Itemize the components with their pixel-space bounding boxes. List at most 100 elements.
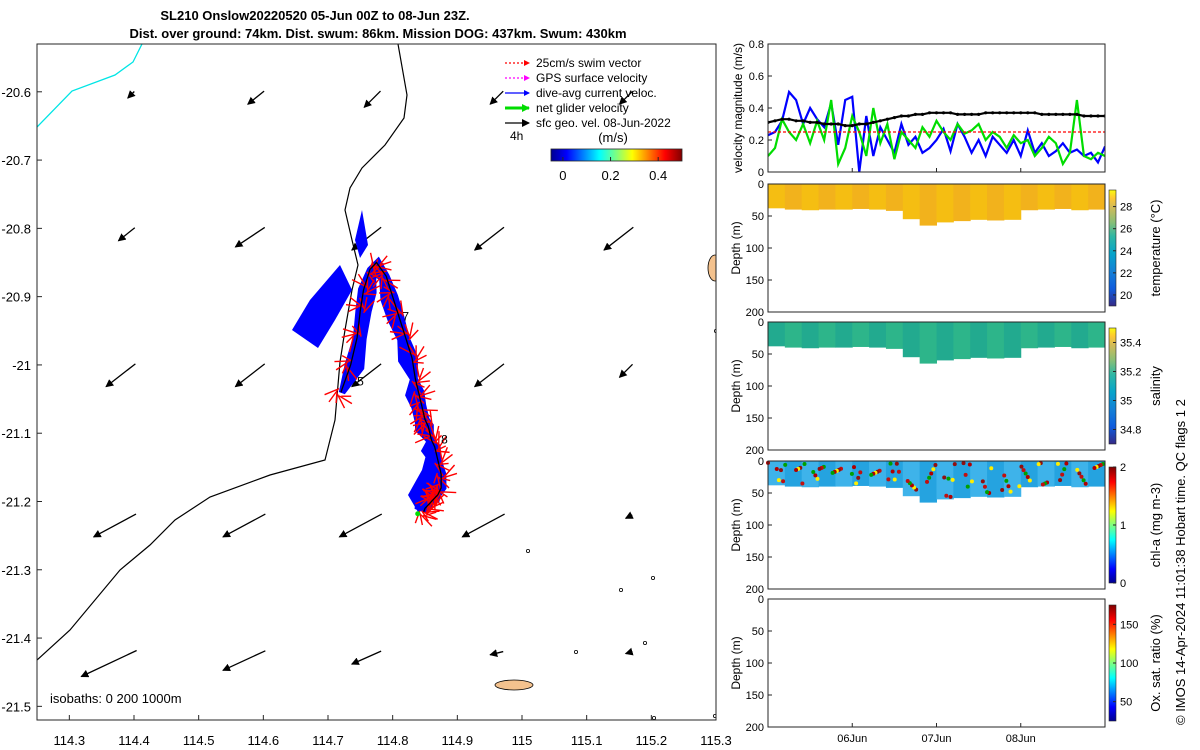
colorbar-tick-label: 2 bbox=[1120, 462, 1126, 474]
swim-vector bbox=[351, 279, 366, 287]
profile-cell bbox=[936, 184, 954, 223]
map-panel: 114.3 114.4 114.5 114.6 114.7 114.8 114.9 115 11… bbox=[1, 43, 732, 748]
profile-cell bbox=[1037, 322, 1055, 348]
colorbar-tick-label: 100 bbox=[1120, 658, 1138, 670]
velocity-y-tick-label: 0 bbox=[758, 167, 764, 179]
chla-point bbox=[896, 469, 901, 474]
velocity-point bbox=[808, 120, 812, 124]
velocity-point bbox=[1061, 112, 1065, 116]
geo-vector bbox=[127, 90, 136, 99]
map-x-tick-label: 115 bbox=[512, 733, 533, 748]
swim-vector bbox=[439, 448, 443, 460]
geo-vector bbox=[117, 227, 136, 242]
dive-avg-current-ribbon bbox=[355, 210, 368, 258]
swim-vector bbox=[365, 285, 381, 294]
swim-vector bbox=[376, 292, 391, 303]
legend-label: dive-avg current veloc. bbox=[536, 86, 657, 100]
chla-point bbox=[989, 466, 994, 471]
swim-vector bbox=[423, 511, 438, 520]
swim-vector bbox=[441, 491, 457, 494]
chla-point bbox=[1083, 481, 1088, 486]
swim-vector bbox=[345, 334, 355, 344]
velocity-point bbox=[991, 111, 995, 115]
profile-cell bbox=[1054, 322, 1072, 347]
velocity-point bbox=[885, 117, 889, 121]
swim-vector bbox=[409, 415, 424, 425]
swim-vector bbox=[342, 328, 359, 335]
chla-point bbox=[1025, 475, 1030, 479]
swim-vector bbox=[383, 286, 395, 294]
swim-vector bbox=[419, 390, 436, 397]
velocity-point bbox=[998, 111, 1002, 115]
geo-vector bbox=[247, 90, 265, 105]
chla-point bbox=[952, 462, 957, 467]
swim-vector bbox=[412, 421, 428, 427]
swim-vector bbox=[415, 364, 420, 378]
profile-cell bbox=[936, 461, 954, 500]
swim-vector bbox=[408, 322, 414, 339]
map-x-tick-label: 115.2 bbox=[636, 733, 668, 748]
swim-vector bbox=[419, 408, 432, 418]
colorbar-label: temperature (°C) bbox=[1148, 200, 1163, 297]
swim-vector bbox=[443, 464, 456, 478]
geo-vector bbox=[624, 511, 634, 519]
swim-vector bbox=[336, 393, 346, 409]
chla-point bbox=[967, 462, 972, 467]
depth-tick-label: 0 bbox=[758, 317, 764, 329]
swim-vector bbox=[407, 344, 416, 357]
profile-cell bbox=[1071, 184, 1089, 211]
legend-label: sfc geo. vel. 08-Jun-2022 bbox=[536, 116, 671, 130]
swim-vector bbox=[421, 409, 438, 412]
profile-cell bbox=[885, 461, 904, 488]
swim-vector bbox=[442, 472, 458, 479]
chla-point bbox=[948, 494, 953, 499]
coastline bbox=[37, 44, 716, 720]
depth-tick-label: 0 bbox=[758, 594, 764, 606]
swim-vector bbox=[338, 395, 353, 405]
swim-vector bbox=[389, 330, 406, 335]
chla-point bbox=[781, 479, 786, 484]
coastline-cyan bbox=[37, 44, 143, 128]
profile-cell bbox=[835, 322, 853, 348]
profile-cell bbox=[1088, 184, 1106, 210]
chla-point bbox=[783, 462, 788, 467]
velocity-point bbox=[927, 111, 932, 115]
map-y-tick-label: -21 bbox=[12, 358, 31, 373]
profile-cell bbox=[953, 322, 971, 360]
chla-point bbox=[1092, 466, 1097, 471]
velocity-point bbox=[1075, 112, 1079, 116]
velocity-point bbox=[1019, 111, 1023, 115]
swim-vector bbox=[335, 361, 349, 371]
swim-vector bbox=[422, 514, 437, 521]
chla-point bbox=[858, 470, 863, 475]
velocity-point bbox=[1047, 112, 1051, 116]
map-x-tick-label: 114.7 bbox=[312, 733, 344, 748]
swim-vector bbox=[408, 329, 419, 341]
swim-vector bbox=[362, 300, 375, 314]
profile-cell bbox=[1020, 184, 1039, 211]
swim-vector bbox=[428, 494, 436, 510]
swim-vector bbox=[423, 489, 433, 504]
velocity-point bbox=[794, 119, 798, 123]
chla-point bbox=[854, 481, 859, 486]
geo-vector bbox=[222, 650, 266, 672]
chla-point bbox=[817, 466, 822, 471]
swim-vector bbox=[404, 323, 410, 337]
swim-vector bbox=[418, 367, 425, 380]
map-y-tick-label: -20.7 bbox=[1, 153, 31, 168]
geo-vector bbox=[618, 363, 634, 379]
velocity-point bbox=[984, 111, 988, 115]
chla-point bbox=[800, 481, 805, 486]
chla-point bbox=[1002, 473, 1007, 478]
reef-marker bbox=[526, 549, 531, 554]
geo-vector bbox=[461, 513, 505, 538]
swim-vector bbox=[440, 477, 451, 482]
isobath-line bbox=[37, 44, 408, 661]
swim-vector bbox=[341, 333, 357, 338]
swim-vector bbox=[348, 336, 354, 353]
map-y-tick-label: -20.9 bbox=[1, 290, 31, 305]
map-x-tick-label: 114.6 bbox=[248, 733, 280, 748]
swim-vector bbox=[363, 293, 377, 296]
swim-vector bbox=[415, 380, 430, 384]
